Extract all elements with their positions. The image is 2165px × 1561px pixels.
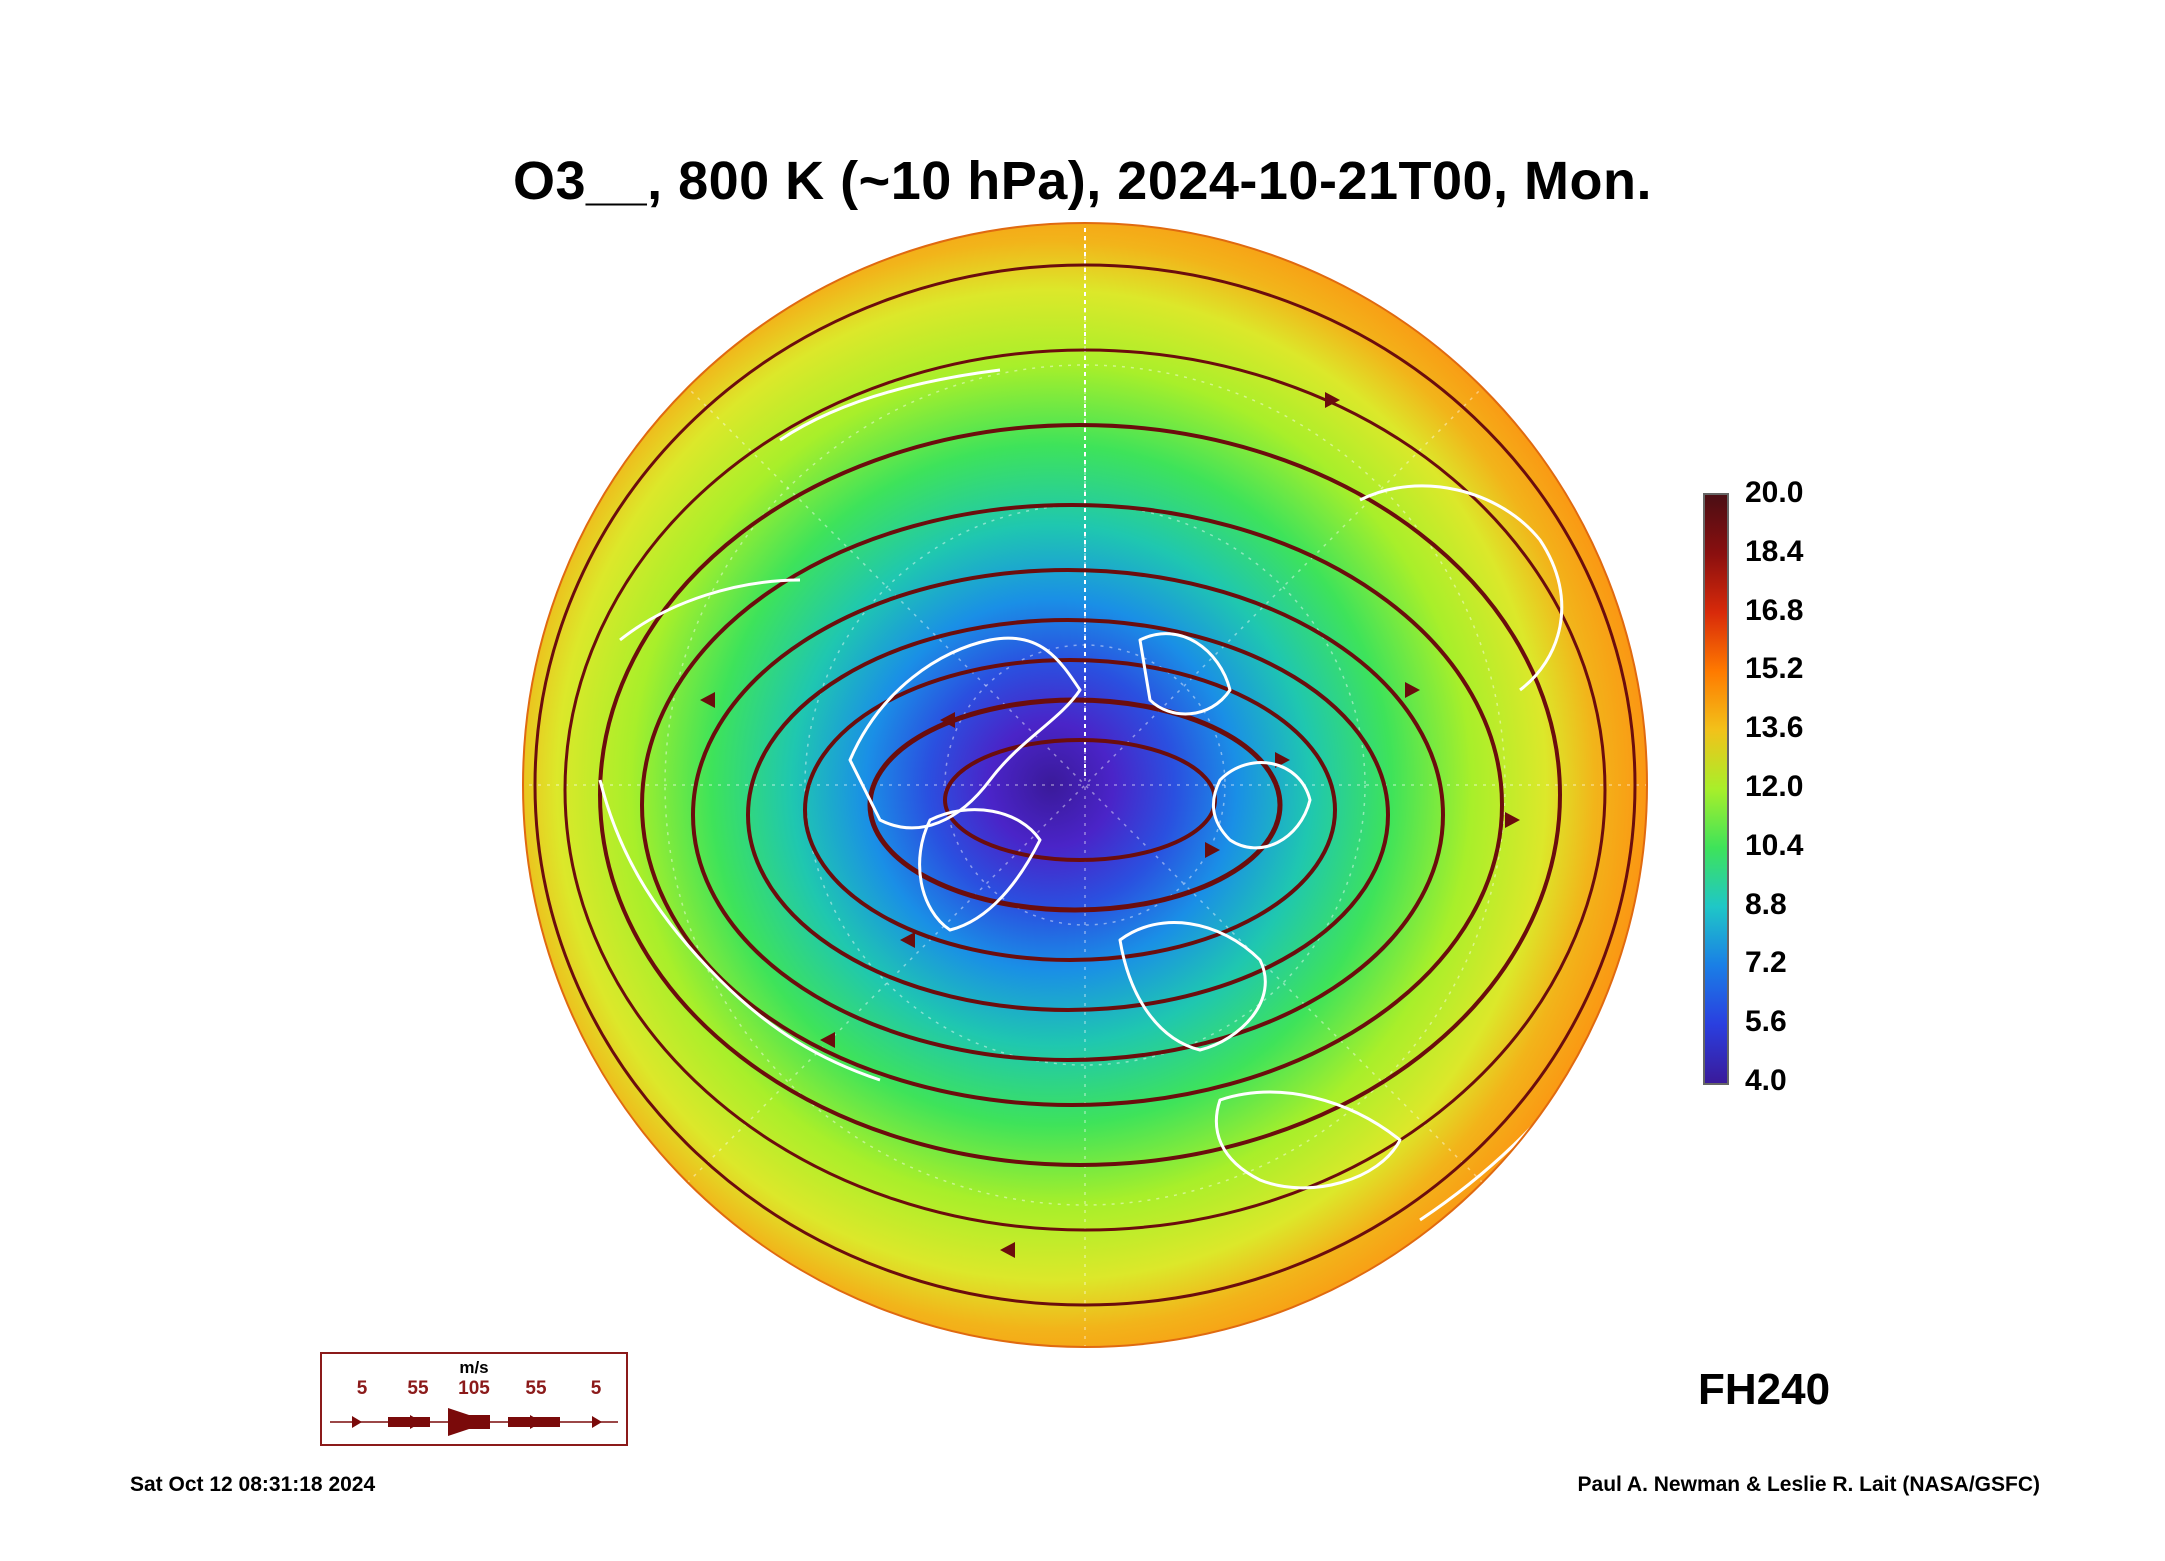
colorbar-tick: 5.6 bbox=[1745, 1005, 1787, 1039]
coastlines bbox=[598, 368, 1602, 1222]
forecast-hour-label: FH240 bbox=[1698, 1365, 1831, 1414]
colorbar-tick: 13.6 bbox=[1745, 711, 1804, 745]
colorbar-labels: 20.0 18.4 16.8 15.2 13.6 12.0 10.4 8.8 7… bbox=[1745, 475, 1865, 1111]
colorbar-tick: 4.0 bbox=[1745, 1064, 1787, 1097]
wind-arrow-glyph bbox=[330, 1408, 618, 1436]
wind-unit: m/s bbox=[459, 1358, 489, 1377]
polar-ozone-map bbox=[520, 220, 1650, 1350]
render-timestamp: Sat Oct 12 08:31:18 2024 bbox=[130, 1473, 376, 1496]
colorbar-tick: 10.4 bbox=[1745, 828, 1804, 862]
wind-speed-legend: m/s 5 55 105 55 5 bbox=[320, 1352, 628, 1446]
wind-legend-value: 105 bbox=[458, 1378, 490, 1399]
wind-legend-value: 5 bbox=[356, 1378, 368, 1399]
colorbar-tick: 18.4 bbox=[1745, 534, 1804, 568]
map-title: O3__, 800 K (~10 hPa), 2024-10-21T00, Mo… bbox=[512, 151, 1653, 211]
colorbar-tick: 16.8 bbox=[1745, 593, 1804, 627]
colorbar-tick: 7.2 bbox=[1745, 946, 1787, 980]
colorbar bbox=[1703, 493, 1729, 1085]
credit-line: Paul A. Newman & Leslie R. Lait (NASA/GS… bbox=[1577, 1473, 2040, 1496]
colorbar-tick: 8.8 bbox=[1745, 887, 1787, 921]
wind-legend-values: 5 55 105 55 5 bbox=[322, 1378, 626, 1402]
streamline-arrows bbox=[700, 392, 1520, 1258]
colorbar-tick: 20.0 bbox=[1745, 476, 1804, 509]
wind-legend-value: 55 bbox=[525, 1378, 547, 1399]
colorbar-tick: 15.2 bbox=[1745, 652, 1804, 686]
ozone-field bbox=[523, 223, 1647, 1347]
streamlines bbox=[533, 263, 1637, 1307]
colorbar-tick: 12.0 bbox=[1745, 770, 1804, 803]
wind-legend-value: 5 bbox=[590, 1378, 602, 1399]
wind-legend-value: 55 bbox=[407, 1378, 429, 1399]
